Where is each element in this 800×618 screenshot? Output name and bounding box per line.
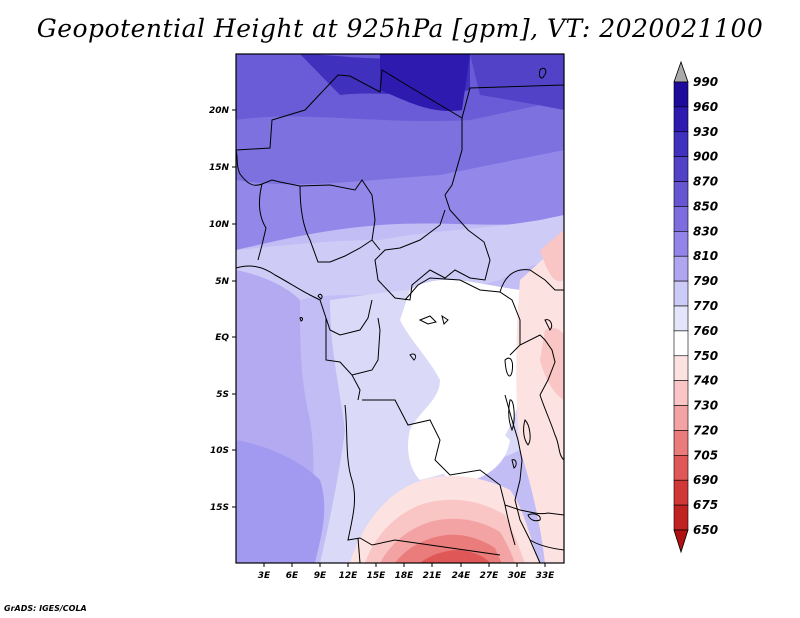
colorbar-label: 740	[693, 374, 718, 388]
colorbar-label: 790	[693, 274, 718, 288]
colorbar-label: 730	[693, 399, 718, 413]
colorbar-swatch	[673, 106, 689, 133]
colorbar-label: 650	[693, 523, 718, 537]
colorbar-label: 760	[693, 324, 718, 338]
map-field	[236, 54, 564, 563]
lat-label: 15N	[209, 163, 230, 173]
lat-label: 5N	[215, 277, 229, 287]
map-title: Geopotential Height at 925hPa [gpm], VT:…	[36, 14, 764, 43]
map-figure: 20N 15N 10N 5N EQ 5S 10S 15S 3E 6E 9E 12…	[209, 53, 718, 581]
lon-label: 3E	[258, 571, 271, 581]
colorbar-label: 990	[693, 75, 718, 89]
lat-label: 20N	[209, 106, 230, 116]
colorbar-swatch	[673, 131, 689, 157]
lon-label: 21E	[423, 571, 443, 581]
map-frame	[235, 53, 565, 564]
colorbar-swatch	[673, 380, 689, 406]
longitude-labels: 3E 6E 9E 12E 15E 18E 21E 24E 27E 30E 33E	[258, 571, 555, 581]
lat-label: 5S	[216, 390, 229, 400]
colorbar-label: 900	[693, 150, 718, 164]
lat-label: EQ	[215, 333, 229, 343]
colorbar-swatch	[673, 156, 689, 182]
colorbar-label: 705	[693, 448, 718, 462]
lat-label: 10S	[210, 446, 229, 456]
colorbar-swatch	[673, 81, 689, 108]
colorbar-label: 675	[693, 498, 718, 512]
lon-label: 27E	[480, 571, 500, 581]
lat-label: 10N	[209, 220, 230, 230]
colorbar-swatch	[673, 181, 689, 207]
lon-label: 15E	[367, 571, 387, 581]
colorbar-label: 810	[693, 249, 718, 263]
colorbar-swatch	[673, 405, 689, 431]
colorbar-label: 960	[693, 100, 718, 114]
colorbar-swatch	[673, 305, 689, 332]
colorbar-label: 850	[693, 199, 718, 213]
lon-label: 18E	[395, 571, 415, 581]
colorbar-label: 720	[693, 423, 718, 437]
country-borders	[236, 69, 564, 563]
lon-label: 9E	[314, 571, 327, 581]
lon-label: 12E	[339, 571, 359, 581]
colorbar-label: 750	[693, 349, 718, 363]
colorbar-swatch	[673, 280, 689, 307]
grads-credit: GrADS: IGES/COLA	[4, 604, 87, 613]
colorbar-swatch	[673, 355, 689, 381]
latitude-axis	[232, 109, 236, 508]
islands-lakes	[299, 67, 553, 522]
colorbar-label: 690	[693, 473, 718, 487]
lat-label: 15S	[210, 503, 229, 513]
latitude-labels: 20N 15N 10N 5N EQ 5S 10S 15S	[209, 106, 230, 513]
colorbar-swatch	[673, 430, 689, 456]
colorbar-top-arrow	[673, 60, 689, 83]
colorbar-swatch	[673, 504, 689, 531]
colorbar-swatch	[673, 330, 689, 357]
colorbar-swatch	[673, 206, 689, 232]
colorbar-bottom-arrow	[673, 529, 689, 554]
lon-label: 6E	[286, 571, 299, 581]
colorbar: 990 960 930 900 870 850 830 810 790 770 760 750 740 7…	[673, 60, 718, 554]
lon-label: 24E	[452, 571, 472, 581]
colorbar-swatch	[673, 455, 689, 481]
longitude-axis	[263, 563, 546, 567]
lon-label: 33E	[536, 571, 556, 581]
colorbar-swatch	[673, 479, 689, 506]
lon-label: 30E	[508, 571, 528, 581]
colorbar-label: 830	[693, 224, 718, 238]
colorbar-swatch	[673, 231, 689, 257]
colorbar-label: 930	[693, 125, 718, 139]
colorbar-label: 870	[693, 175, 718, 189]
colorbar-swatch	[673, 255, 689, 282]
colorbar-label: 770	[693, 299, 718, 313]
